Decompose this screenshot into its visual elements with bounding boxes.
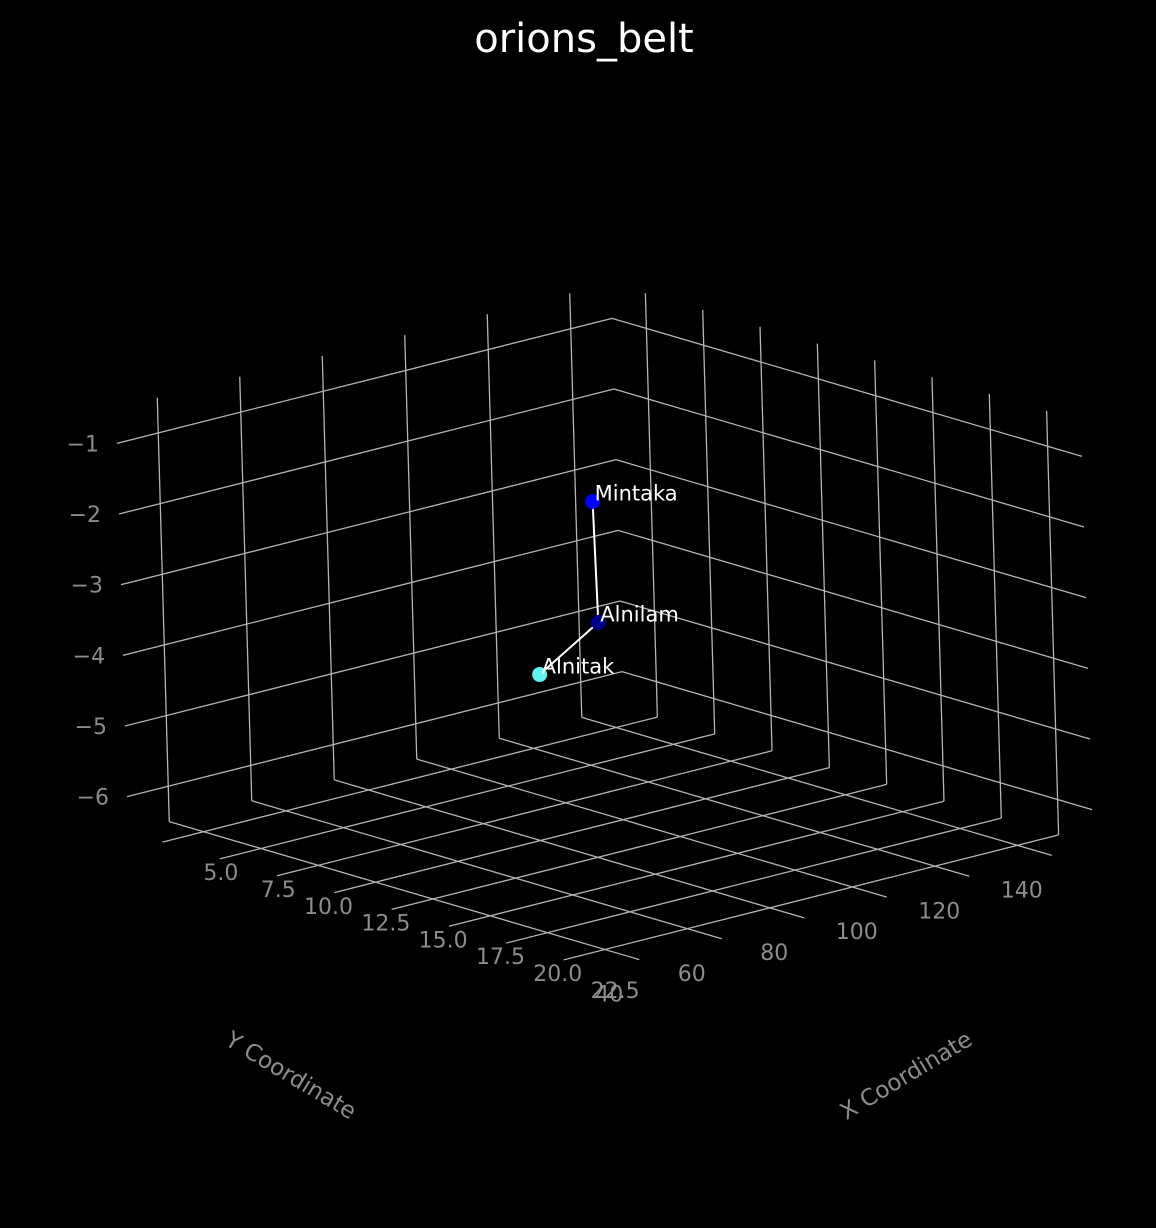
z-grid-right-wall-line [617, 529, 1089, 669]
z-tick-label: −1 [67, 432, 99, 457]
x-grid-floor-line [162, 716, 658, 843]
constellation-line [538, 501, 600, 676]
x-tick-label: 12.5 [361, 912, 410, 937]
z-grid-right-wall-line [619, 600, 1091, 740]
z-grid-left-wall-line [118, 388, 615, 515]
y-tick-label: 140 [1001, 878, 1043, 903]
y-grid-wall-line [321, 355, 335, 780]
z-tick-label: −4 [73, 644, 105, 669]
y-grid-wall-line [156, 397, 170, 822]
x-grid-floor-line [506, 817, 1002, 944]
z-tick-label: −6 [77, 786, 109, 811]
x-tick-label: 7.5 [261, 878, 296, 903]
y-tick-label: 40 [595, 983, 623, 1008]
z-grid-right-wall-line [611, 317, 1083, 457]
star-point-alnilam [590, 614, 606, 630]
z-grid-right-wall-line [621, 671, 1093, 811]
x-grid-wall-line [988, 394, 1002, 819]
x-tick-label: 15.0 [419, 928, 468, 953]
y-grid-floor-line [499, 737, 970, 877]
star-point-mintaka [585, 494, 601, 510]
z-grid-left-wall-line [122, 529, 619, 656]
z-grid-right-wall-line [615, 459, 1087, 599]
y-grid-wall-line [486, 314, 500, 739]
x-grid-floor-line [563, 834, 1059, 961]
star-label-mintaka: Mintaka [595, 482, 678, 506]
y-grid-floor-line [169, 820, 640, 961]
z-grid-left-wall-line [126, 671, 623, 798]
star-label-alnitak: Alnitak [542, 655, 615, 679]
x-axis-label: X Coordinate [836, 1026, 977, 1125]
y-grid-floor-line [581, 716, 1052, 857]
y-grid-floor-line [416, 758, 887, 898]
y-tick-label: 80 [760, 941, 788, 966]
data-series: Mintaka Alnilam Alnitak [532, 482, 679, 683]
star-label-alnilam: Alnilam [600, 602, 679, 626]
y-grid-wall-line [404, 335, 418, 760]
x-grid-wall-line [816, 343, 830, 768]
x-grid-wall-line [644, 293, 659, 718]
x-tick-label: 17.5 [476, 945, 525, 970]
x-grid-wall-line [931, 377, 945, 802]
y-grid-wall-line [569, 293, 583, 718]
z-grid-left-wall-line [116, 317, 613, 444]
x-tick-label: 20.0 [533, 962, 582, 987]
x-grid-floor-line [448, 800, 945, 927]
y-grid-wall-line [239, 376, 253, 801]
y-grid-floor-line [251, 800, 722, 940]
x-grid-wall-line [759, 326, 773, 751]
x-grid-floor-line [334, 766, 830, 894]
chart-title: orions_belt [474, 16, 694, 62]
z-grid-left-wall-line [124, 600, 621, 727]
y-grid-floor-line [334, 779, 805, 919]
star-point-alnitak [532, 667, 548, 683]
y-tick-label: 120 [918, 899, 960, 924]
z-grid-right-wall-line [613, 388, 1085, 528]
z-tick-label: −3 [71, 574, 103, 599]
x-grid-floor-line [276, 750, 773, 877]
z-grid-left-wall-line [120, 459, 617, 586]
y-tick-label: 100 [836, 920, 878, 945]
x-tick-label: 10.0 [304, 895, 353, 920]
x-grid-floor-line [391, 783, 887, 911]
x-grid-floor-line [219, 733, 715, 860]
z-tick-label: −2 [69, 503, 101, 528]
y-tick-label: 60 [678, 962, 706, 987]
z-tick-label: −5 [75, 715, 107, 740]
x-grid-wall-line [1045, 410, 1060, 835]
grid-lines [116, 293, 1093, 961]
tick-labels: 5.0 7.5 10.0 12.5 15.0 17.5 20.0 22.540 60 80 100 1… [67, 432, 1043, 1007]
x-grid-wall-line [874, 360, 888, 785]
y-axis-label: Y Coordinate [220, 1026, 361, 1125]
x-grid-wall-line [702, 309, 716, 734]
x-tick-label: 5.0 [203, 861, 238, 886]
x-tick-label: 22.5 [591, 979, 640, 1004]
